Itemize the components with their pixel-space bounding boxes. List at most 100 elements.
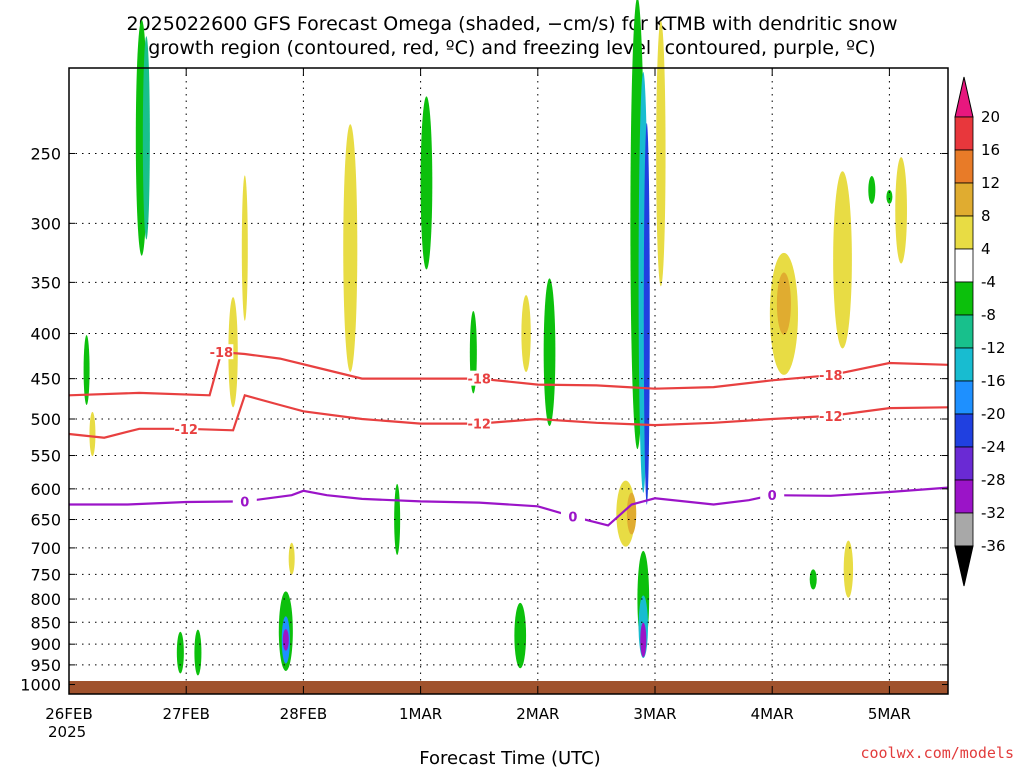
contour-line xyxy=(68,351,949,397)
colorbar-bottom-arrow xyxy=(954,545,974,587)
shaded-omega-field xyxy=(83,0,907,676)
y-tick-label: 800 xyxy=(30,590,61,609)
colorbar-segment xyxy=(954,248,974,283)
colorbar-tick-label: -28 xyxy=(981,471,1006,489)
y-axis-ticks: 250 300 350 400 450 500 550 600 650 700 750 800 850 9… xyxy=(20,144,948,695)
omega-shade-blob xyxy=(89,411,96,457)
omega-shade-blob xyxy=(194,629,202,676)
colorbar-segment xyxy=(954,347,974,382)
colorbar-segment xyxy=(954,149,974,184)
contour-label: 0 xyxy=(768,489,777,504)
colorbar-tick-label: -20 xyxy=(981,405,1006,423)
omega-shade-blob xyxy=(282,629,289,651)
colorbar-segment xyxy=(954,479,974,514)
contour-label-bg xyxy=(818,407,843,423)
colorbar-segment xyxy=(954,413,974,448)
colorbar-segment xyxy=(954,116,974,151)
colorbar-segment xyxy=(954,215,974,250)
contours: -18 -18 -18 -12 -12 -12 0 0 0 xyxy=(68,344,949,527)
omega-shade-blob xyxy=(142,36,150,240)
omega-shade-blob xyxy=(176,631,184,674)
y-tick-label: 600 xyxy=(30,480,61,499)
contour-label: 0 xyxy=(240,495,249,510)
colorbar: 20 16 12 8 4 -4 -8 -12 -16 -20 -24 -28 -32 -36 xyxy=(954,76,1006,587)
colorbar-tick-label: -24 xyxy=(981,438,1006,456)
chart-title-line2: growth region (contoured, red, ºC) and f… xyxy=(148,37,875,59)
y-tick-label: 450 xyxy=(30,370,61,389)
contour-label: -18 xyxy=(819,369,843,384)
y-tick-label: 1000 xyxy=(20,676,61,695)
omega-shade-blob xyxy=(288,542,295,575)
x-tick-label: 5MAR xyxy=(868,705,911,723)
omega-shade-blob xyxy=(776,272,791,335)
contour-label: -18 xyxy=(210,346,234,361)
contour-label-bg xyxy=(209,344,234,360)
contour-label: -12 xyxy=(174,423,198,438)
y-tick-label: 750 xyxy=(30,565,61,584)
colorbar-tick-label: -8 xyxy=(981,306,996,324)
omega-shade-blob xyxy=(868,176,876,204)
contour-label: -18 xyxy=(467,373,491,388)
omega-shade-blob xyxy=(886,190,893,204)
omega-shade-blob xyxy=(809,569,817,590)
colorbar-tick-label: 16 xyxy=(981,141,1000,159)
colorbar-segment xyxy=(954,446,974,481)
omega-shade-blob xyxy=(514,602,527,669)
y-tick-label: 500 xyxy=(30,410,61,429)
x-axis-ticks: 26FEB 27FEB 28FEB 1MAR 2MAR 3MAR 4MAR 5MAR xyxy=(45,68,911,723)
omega-shade-blob xyxy=(843,540,854,598)
omega-shade-blob xyxy=(543,278,556,427)
colorbar-tick-label: 20 xyxy=(981,108,1000,126)
omega-shade-blob xyxy=(420,96,433,270)
x-tick-label: 2MAR xyxy=(516,705,559,723)
colorbar-tick-label: -16 xyxy=(981,372,1006,390)
terrain-band xyxy=(69,681,948,694)
contour-label-bg xyxy=(760,487,785,503)
contour-label: 0 xyxy=(568,511,577,526)
y-tick-label: 400 xyxy=(30,325,61,344)
y-tick-label: 350 xyxy=(30,273,61,292)
plot-frame xyxy=(68,67,949,695)
colorbar-tick-label: -36 xyxy=(981,537,1006,555)
colorbar-tick-label: 12 xyxy=(981,174,1000,192)
y-tick-label: 950 xyxy=(30,656,61,675)
y-tick-label: 250 xyxy=(30,144,61,163)
omega-shade-blob xyxy=(833,171,852,349)
y-tick-label: 850 xyxy=(30,613,61,632)
colorbar-tick-label: -32 xyxy=(981,504,1006,522)
x-tick-label: 1MAR xyxy=(399,705,442,723)
y-tick-label: 900 xyxy=(30,635,61,654)
contour-label-bg xyxy=(174,420,199,436)
colorbar-segment xyxy=(954,182,974,217)
omega-shade-blob xyxy=(643,123,650,505)
contour-label: -12 xyxy=(467,418,491,433)
colorbar-segment xyxy=(954,314,974,349)
contour-line xyxy=(69,486,949,527)
omega-shade-blob xyxy=(241,175,248,321)
x-tick-label: 4MAR xyxy=(751,705,794,723)
colorbar-segment xyxy=(954,281,974,316)
omega-shade-blob xyxy=(521,295,531,372)
omega-shade-blob xyxy=(83,335,90,405)
colorbar-segment xyxy=(954,380,974,415)
omega-shade-blob xyxy=(895,157,907,264)
colorbar-tick-label: 8 xyxy=(981,207,991,225)
omega-shade-blob xyxy=(394,484,401,555)
colorbar-tick-label: -4 xyxy=(981,273,996,291)
colorbar-tick-label: 4 xyxy=(981,240,991,258)
chart-title-line1: 2025022600 GFS Forecast Omega (shaded, −… xyxy=(126,13,897,35)
y-tick-label: 650 xyxy=(30,511,61,530)
y-tick-label: 300 xyxy=(30,214,61,233)
x-tick-label: 27FEB xyxy=(162,705,209,723)
y-tick-label: 550 xyxy=(30,447,61,466)
contour-label-bg xyxy=(467,370,492,386)
contour-label: -12 xyxy=(819,410,843,425)
contour-line xyxy=(68,393,949,439)
omega-shade-blob xyxy=(640,622,647,658)
contour-label-bg xyxy=(467,415,492,431)
colorbar-top-arrow xyxy=(954,76,974,118)
colorbar-tick-label: -12 xyxy=(981,339,1006,357)
x-tick-label: 26FEB xyxy=(45,705,92,723)
contour-label-bg xyxy=(818,367,843,383)
y-tick-label: 700 xyxy=(30,539,61,558)
